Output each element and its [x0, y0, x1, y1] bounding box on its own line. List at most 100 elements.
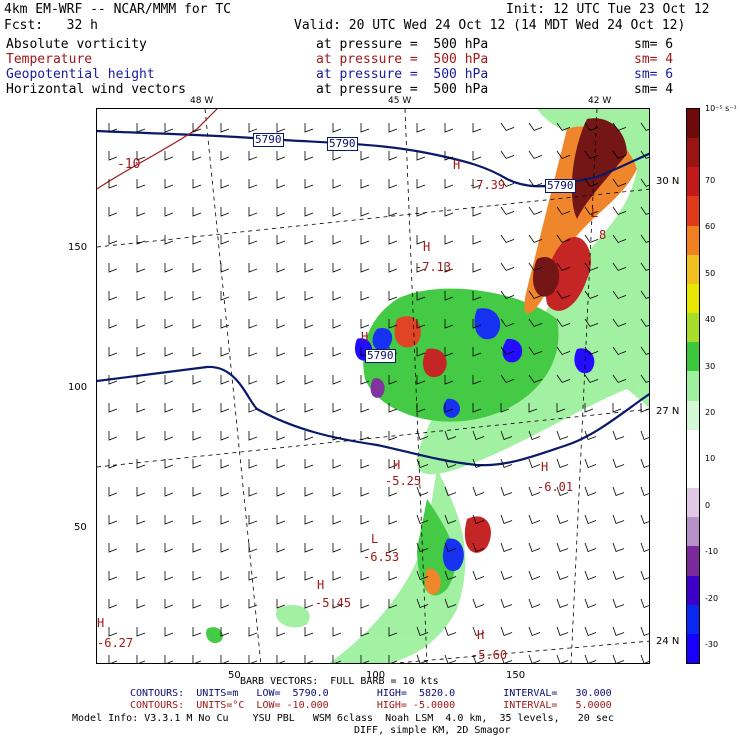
wind-barb: [220, 403, 230, 413]
wind-barb: [612, 514, 625, 524]
wind-barb: [500, 598, 513, 608]
wind-barb: [164, 655, 174, 663]
wind-barb: [164, 375, 174, 385]
wind-barb: [360, 319, 370, 329]
wind-barb: [304, 347, 314, 357]
wind-barb: [612, 150, 627, 159]
field-level-wind: at pressure = 500 hPa: [316, 82, 489, 97]
wind-barb: [472, 291, 482, 301]
wind-barb: [276, 179, 286, 189]
longitude-label-42w: 42 W: [588, 96, 612, 106]
wind-barb: [108, 515, 118, 525]
wind-barb: [528, 178, 543, 187]
wind-barb: [472, 570, 485, 580]
wind-barb: [612, 458, 625, 468]
wind-barb: [584, 346, 599, 355]
wind-barb: [164, 431, 174, 441]
wind-barb: [248, 655, 258, 663]
wind-barb: [332, 123, 342, 133]
wind-barb: [108, 151, 118, 161]
wind-barb: [248, 319, 258, 329]
wind-barb: [332, 655, 342, 663]
wind-barb: [528, 430, 541, 440]
wind-barb: [444, 151, 454, 161]
colorbar-tick-label: -30: [705, 640, 719, 649]
wind-barb: [640, 542, 649, 552]
wind-barb: [472, 542, 485, 552]
wind-barb: [640, 514, 649, 524]
wind-barb: [388, 375, 398, 385]
wind-barb: [584, 570, 597, 580]
wind-barb: [500, 486, 513, 496]
wind-barb: [220, 571, 230, 581]
wind-barb: [612, 403, 622, 413]
wind-barb: [276, 487, 286, 497]
wind-barb: [388, 291, 398, 301]
wind-barb: [332, 179, 342, 189]
wind-barb: [612, 654, 625, 663]
wind-barb: [640, 403, 649, 413]
wind-barb: [612, 598, 625, 608]
grid-y-tick-100: 100: [68, 382, 88, 393]
wind-barb: [220, 347, 230, 357]
wind-barb: [584, 654, 597, 663]
colorbar-segment: [687, 546, 699, 577]
grid-x-tick-150: 150: [506, 670, 526, 681]
wind-barb: [304, 291, 314, 301]
wind-barb: [220, 431, 230, 441]
wind-barb: [332, 627, 342, 637]
wind-barb: [388, 263, 398, 273]
wind-barb: [556, 486, 569, 496]
field-name-vorticity: Absolute vorticity: [6, 37, 147, 52]
wind-barb: [136, 459, 146, 469]
wind-barb: [416, 375, 426, 385]
wind-barb: [556, 290, 571, 299]
wind-barb: [248, 515, 258, 525]
wind-barb: [220, 655, 230, 663]
wind-barb: [640, 458, 649, 468]
temp-extremum-type-5: L: [371, 532, 379, 546]
field-level-geopotential: at pressure = 500 hPa: [316, 67, 489, 82]
wind-barb: [360, 403, 370, 413]
wind-barb: [136, 403, 146, 413]
temp-extremum-value-10: 8: [599, 228, 607, 242]
wind-barb: [332, 319, 342, 329]
wind-barb: [220, 235, 230, 245]
wind-barb: [332, 543, 342, 553]
wind-barb: [416, 458, 429, 468]
wind-barb: [640, 290, 649, 299]
wind-barb: [136, 543, 146, 553]
wind-barb: [500, 346, 515, 355]
wind-barb: [500, 290, 515, 299]
wind-barb: [136, 655, 146, 663]
wind-barb: [136, 151, 146, 161]
wind-barb: [472, 151, 482, 161]
wind-barb: [108, 543, 118, 553]
wind-barb: [192, 263, 202, 273]
wind-barb: [332, 263, 342, 273]
wind-barb: [528, 514, 541, 524]
wind-barb: [192, 123, 202, 133]
wind-barb: [556, 542, 569, 552]
wind-barb: [584, 403, 594, 413]
colorbar-segment: [687, 196, 699, 227]
wind-barb: [444, 598, 457, 608]
wind-barb: [276, 543, 286, 553]
wind-barb: [108, 235, 118, 245]
wind-barb: [640, 318, 649, 327]
wind-barb: [444, 235, 454, 245]
wind-barb: [164, 207, 174, 217]
wind-barb: [556, 206, 571, 215]
wind-barb: [220, 599, 230, 609]
wind-barb: [248, 543, 258, 553]
wind-barb: [556, 318, 571, 327]
wind-barb: [360, 627, 370, 637]
wind-barb: [584, 458, 597, 468]
colorbar-tick-label: 0: [705, 500, 711, 510]
wind-barb: [248, 403, 258, 413]
wind-barb: [500, 626, 513, 636]
field-level-vorticity: at pressure = 500 hPa: [316, 37, 489, 52]
wind-barb: [416, 263, 426, 273]
barb-legend: BARB VECTORS: FULL BARB = 10 kts: [240, 676, 439, 687]
colorbar-segment: [687, 313, 699, 343]
